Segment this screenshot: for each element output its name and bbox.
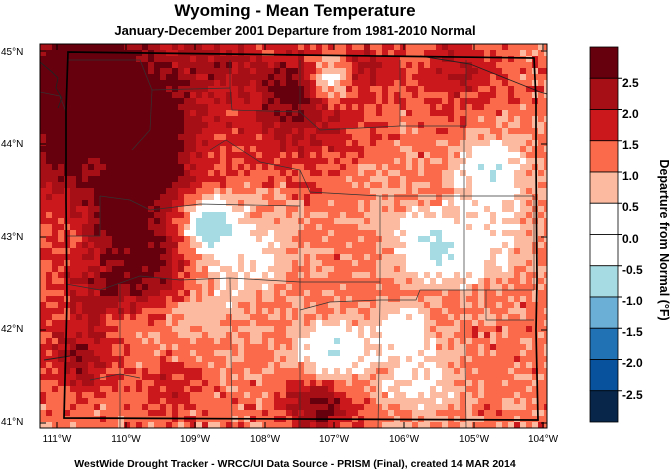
colorbar-label: -2.0	[622, 356, 643, 370]
longitude-label-109w: 109°W	[179, 434, 211, 445]
colorbar-label: -1.0	[622, 294, 643, 308]
colorbar-swatch	[589, 296, 619, 329]
colorbar-label: -1.5	[622, 325, 643, 339]
colorbar-swatch	[589, 109, 619, 142]
colorbar-swatch	[589, 140, 619, 173]
page-subtitle: January-December 2001 Departure from 198…	[114, 23, 476, 38]
latitude-label-41n: 41°N	[1, 417, 24, 428]
colorbar-label: -0.5	[622, 263, 643, 277]
longitude-label-111w: 111°W	[42, 434, 72, 445]
map-border	[39, 43, 548, 429]
longitude-label-104w: 104°W	[527, 434, 559, 445]
map-fill-layer	[40, 44, 547, 428]
latitude-label-42n: 42°N	[1, 324, 24, 335]
colorbar-swatch	[589, 46, 619, 79]
colorbar-label: 1.0	[622, 169, 639, 183]
colorbar-label: -2.5	[622, 388, 643, 402]
colorbar-swatch	[589, 234, 619, 267]
longitude-label-107w: 107°W	[318, 434, 350, 445]
colorbar-swatch	[589, 359, 619, 392]
latitude-label-43n: 43°N	[1, 232, 24, 243]
longitude-label-108w: 108°W	[249, 434, 281, 445]
footer-credit: WestWide Drought Tracker - WRCC/UI Data …	[74, 458, 516, 470]
colorbar-swatch	[589, 327, 619, 360]
longitude-label-110w: 110°W	[111, 434, 141, 445]
colorbar-swatch	[589, 171, 619, 204]
colorbar-label: 0.0	[622, 232, 639, 246]
county-boundaries	[40, 59, 535, 428]
axis-ticks	[40, 44, 547, 428]
colorbar	[589, 46, 622, 423]
longitude-label-105w: 105°W	[458, 434, 490, 445]
colorbar-swatch	[589, 265, 619, 298]
colorbar-swatch	[589, 390, 619, 423]
colorbar-swatch	[589, 202, 619, 235]
colorbar-label: 2.0	[622, 107, 639, 121]
latitude-label-44n: 44°N	[1, 139, 24, 150]
longitude-label-106w: 106°W	[388, 434, 420, 445]
latitude-label-45n: 45°N	[1, 47, 24, 58]
page-title: Wyoming - Mean Temperature	[174, 1, 416, 20]
colorbar-title: Departure from Normal (°F)	[657, 159, 671, 321]
colorbar-swatch	[589, 77, 619, 110]
colorbar-label: 1.5	[622, 138, 639, 152]
wyoming-state-boundary	[63, 51, 539, 421]
colorbar-label: 2.5	[622, 76, 639, 90]
colorbar-label: 0.5	[622, 200, 639, 214]
